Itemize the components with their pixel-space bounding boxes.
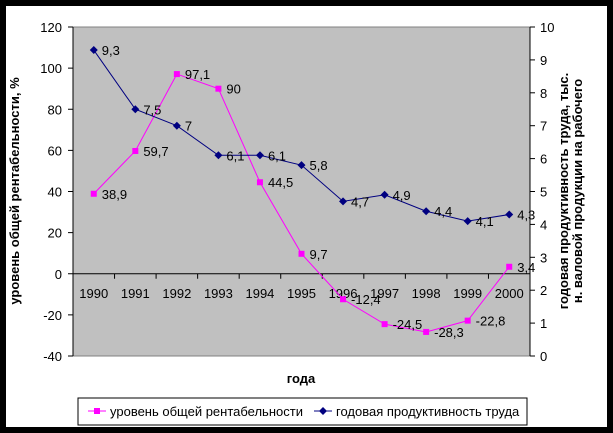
legend-marker-diamond — [319, 407, 327, 415]
left-tick-label: 60 — [48, 143, 62, 158]
right-axis-title-line1: годовая продуктивность труда, тыс. — [556, 73, 571, 309]
data-label: 4,4 — [434, 204, 452, 219]
left-tick-label: -20 — [43, 308, 62, 323]
data-point-marker — [90, 190, 97, 197]
data-label: 90 — [226, 82, 240, 97]
x-tick-label: 1994 — [245, 286, 274, 301]
left-tick-label: 20 — [48, 226, 62, 241]
data-point-marker — [464, 317, 471, 324]
right-tick-label: 8 — [540, 86, 547, 101]
left-tick-label: 80 — [48, 102, 62, 117]
right-tick-label: 3 — [540, 250, 547, 265]
plot-area — [72, 26, 531, 357]
right-tick-label: 2 — [540, 283, 547, 298]
legend-label: годовая продуктивность труда — [336, 404, 520, 419]
right-tick-label: 4 — [540, 217, 547, 232]
x-tick-label: 2000 — [495, 286, 524, 301]
data-point-marker — [422, 207, 431, 216]
right-tick-label: 9 — [540, 53, 547, 68]
x-tick-label: 1998 — [412, 286, 441, 301]
right-tick-label: 1 — [540, 316, 547, 331]
left-tick-label: -40 — [43, 349, 62, 364]
data-point-marker — [172, 121, 181, 130]
data-label: 4,9 — [393, 188, 411, 203]
right-tick-label: 5 — [540, 185, 547, 200]
data-point-marker — [381, 321, 388, 328]
right-tick-label: 6 — [540, 152, 547, 167]
x-tick-label: 1999 — [453, 286, 482, 301]
data-label: 7 — [185, 119, 192, 134]
x-tick-label: 1991 — [121, 286, 150, 301]
legend — [77, 397, 528, 426]
left-tick-label: 0 — [55, 267, 62, 282]
data-label: 6,1 — [268, 148, 286, 163]
data-label: -12,4 — [351, 292, 381, 307]
data-point-marker — [463, 217, 472, 226]
data-label: 4,1 — [476, 214, 494, 229]
data-point-marker — [89, 46, 98, 55]
data-point-marker — [380, 190, 389, 199]
data-point-marker — [423, 328, 430, 335]
data-label: 97,1 — [185, 67, 210, 82]
left-tick-label: 40 — [48, 185, 62, 200]
x-tick-label: 1992 — [162, 286, 191, 301]
data-point-marker — [505, 210, 514, 219]
data-label: 9,3 — [102, 43, 120, 58]
data-point-marker — [506, 263, 513, 270]
right-tick-label: 7 — [540, 119, 547, 134]
data-point-marker — [173, 71, 180, 78]
data-point-marker — [256, 179, 263, 186]
data-label: 4,3 — [517, 208, 535, 223]
x-tick-label: 1993 — [204, 286, 233, 301]
data-label: 5,8 — [310, 158, 328, 173]
legend-label: уровень общей рентабельности — [110, 404, 303, 419]
right-tick-label: 10 — [540, 20, 554, 35]
x-tick-label: 1996 — [329, 286, 358, 301]
data-label: 3,4 — [517, 260, 535, 275]
data-label: 9,7 — [310, 247, 328, 262]
right-tick-label: 0 — [540, 349, 547, 364]
data-point-marker — [297, 161, 306, 170]
left-tick-label: 100 — [40, 61, 62, 76]
data-point-marker — [298, 250, 305, 257]
data-label: 6,1 — [226, 148, 244, 163]
data-label: 44,5 — [268, 175, 293, 190]
x-axis-title: года — [287, 371, 316, 386]
data-label: 38,9 — [102, 187, 127, 202]
data-point-marker — [339, 197, 348, 206]
x-tick-label: 1995 — [287, 286, 316, 301]
data-point-marker — [255, 151, 264, 160]
data-label: 7,5 — [143, 102, 161, 117]
left-tick-label: 120 — [40, 20, 62, 35]
data-point-marker — [131, 105, 140, 114]
data-label: -24,5 — [393, 317, 423, 332]
right-axis-title-line2: н. валовой продукции на рабочего — [570, 79, 585, 303]
data-point-marker — [215, 85, 222, 92]
data-label: 4,7 — [351, 194, 369, 209]
legend-marker-square — [94, 408, 100, 414]
data-label: 59,7 — [143, 144, 168, 159]
x-tick-label: 1990 — [79, 286, 108, 301]
data-point-marker — [132, 147, 139, 154]
data-label: -22,8 — [476, 314, 506, 329]
left-axis-title: уровень общей рентабельности, % — [7, 77, 22, 305]
data-point-marker — [214, 151, 223, 160]
data-label: -28,3 — [434, 325, 464, 340]
data-point-marker — [340, 296, 347, 303]
x-tick-label: 1997 — [370, 286, 399, 301]
